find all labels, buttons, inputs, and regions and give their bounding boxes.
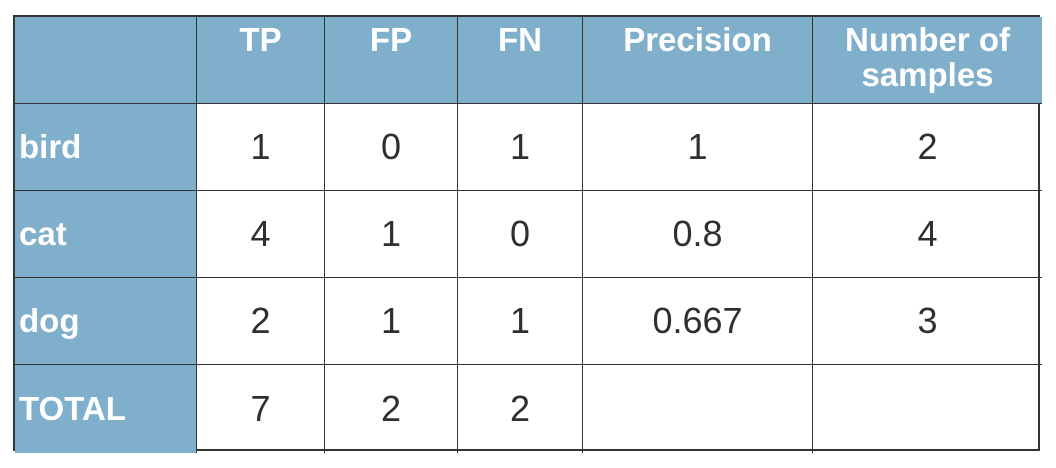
table-cell-bird-precision: 1 [583, 104, 813, 191]
row-label-dog: dog [15, 278, 197, 365]
table-cell-dog-precision: 0.667 [583, 278, 813, 365]
table-cell-dog-fn: 1 [458, 278, 583, 365]
table-cell-cat-fn: 0 [458, 191, 583, 278]
column-header-tp: TP [197, 17, 325, 104]
column-header-number-of-samples: Number of samples [813, 17, 1042, 104]
table-cell-total-samples [813, 365, 1042, 453]
table-cell-total-fn: 2 [458, 365, 583, 453]
metrics-table: TP FP FN Precision Number of samples bir… [13, 15, 1042, 453]
table-cell-cat-tp: 4 [197, 191, 325, 278]
row-label-bird: bird [15, 104, 197, 191]
table-cell-total-precision [583, 365, 813, 453]
column-header-precision: Precision [583, 17, 813, 104]
table-cell-cat-precision: 0.8 [583, 191, 813, 278]
table-cell-dog-fp: 1 [325, 278, 458, 365]
table-cell-cat-fp: 1 [325, 191, 458, 278]
column-header-fp: FP [325, 17, 458, 104]
table-cell-bird-tp: 1 [197, 104, 325, 191]
table-cell-dog-samples: 3 [813, 278, 1042, 365]
table-cell-bird-samples: 2 [813, 104, 1042, 191]
row-label-cat: cat [15, 191, 197, 278]
table-cell-dog-tp: 2 [197, 278, 325, 365]
table-cell-cat-samples: 4 [813, 191, 1042, 278]
table-cell-total-tp: 7 [197, 365, 325, 453]
table-cell-total-fp: 2 [325, 365, 458, 453]
table-corner-cell [15, 17, 197, 104]
table-cell-bird-fn: 1 [458, 104, 583, 191]
row-label-total: TOTAL [15, 365, 197, 453]
table-cell-bird-fp: 0 [325, 104, 458, 191]
column-header-fn: FN [458, 17, 583, 104]
